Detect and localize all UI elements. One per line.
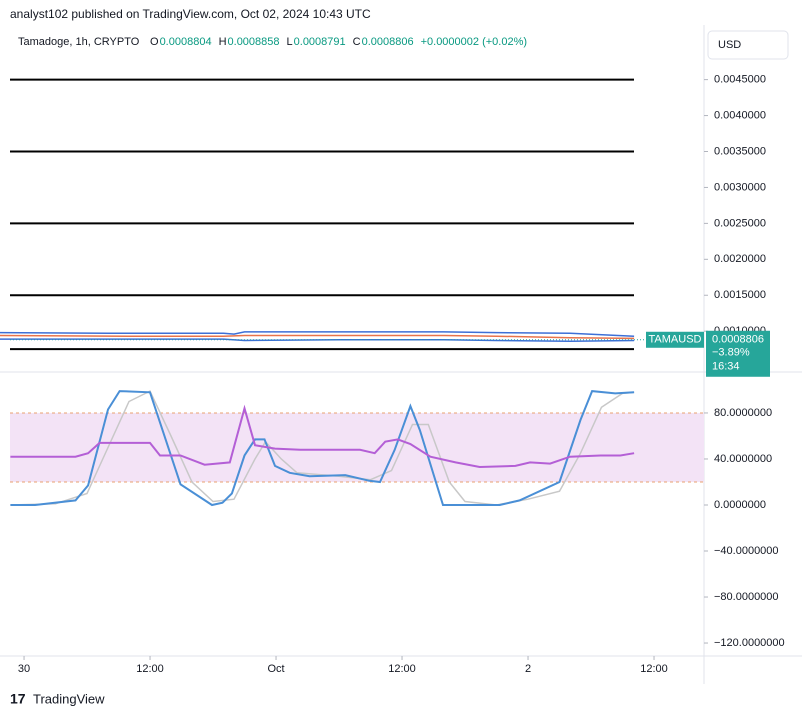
x-tick-label: Oct <box>267 663 284 675</box>
x-tick-label: 12:00 <box>640 663 668 675</box>
ohlc-key: H <box>219 36 227 48</box>
y-tick-label: 40.0000000 <box>714 453 772 465</box>
logo-mark: 17 <box>10 691 26 707</box>
x-tick-label: 12:00 <box>388 663 416 675</box>
x-tick-label: 30 <box>18 663 30 675</box>
y-tick-label: 0.0025000 <box>714 217 766 229</box>
currency: USD <box>718 39 741 51</box>
ohlc-value: 0.0008791 <box>294 36 346 48</box>
x-tick-label: 12:00 <box>136 663 164 675</box>
band-fill <box>10 412 704 482</box>
ticker-tag <box>646 331 704 348</box>
y-tick-label: −120.0000000 <box>714 637 785 649</box>
ticker: TAMAUSD <box>649 334 702 346</box>
y-tick-label: −80.0000000 <box>714 591 779 603</box>
price-change: −3.89% <box>712 347 750 359</box>
y-tick-label: 0.0020000 <box>714 253 766 265</box>
series-line <box>0 338 635 343</box>
ohlc-value: 0.0008806 <box>362 36 414 48</box>
ohlc-legend: O 0.0008804 H 0.0008858 L 0.0008791 C 0.0008806… <box>150 36 527 48</box>
series-line <box>10 390 635 507</box>
x-tick-label: 2 <box>525 663 531 675</box>
price-value: 0.0008806 <box>712 334 764 346</box>
series-line <box>10 404 635 469</box>
symbol: Tamadoge, 1h, CRYPTO <box>18 36 140 48</box>
currency-button[interactable] <box>707 30 789 60</box>
brand: TradingView <box>33 691 105 706</box>
series-line <box>0 331 635 337</box>
countdown: 16:34 <box>712 361 740 373</box>
ohlc-key: O <box>150 36 159 48</box>
price-tag <box>706 330 770 377</box>
ohlc-change: +0.0000002 (+0.02%) <box>421 36 527 48</box>
y-tick-label: 0.0000000 <box>714 499 766 511</box>
y-tick-label: 0.0015000 <box>714 289 766 301</box>
y-tick-label: 0.0030000 <box>714 181 766 193</box>
series-line <box>10 390 635 506</box>
y-tick-label: 80.0000000 <box>714 407 772 419</box>
series-line <box>0 334 635 340</box>
ohlc-value: 0.0008804 <box>160 36 212 48</box>
y-tick-label: 0.0045000 <box>714 74 766 86</box>
publish-note: analyst102 published on TradingView.com,… <box>10 7 371 21</box>
ohlc-value: 0.0008858 <box>228 36 280 48</box>
y-tick-label: 0.0035000 <box>714 145 766 157</box>
ohlc-key: L <box>287 36 293 48</box>
y-tick-label: −40.0000000 <box>714 545 779 557</box>
y-tick-label: 0.0040000 <box>714 109 766 121</box>
ohlc-key: C <box>353 36 361 48</box>
